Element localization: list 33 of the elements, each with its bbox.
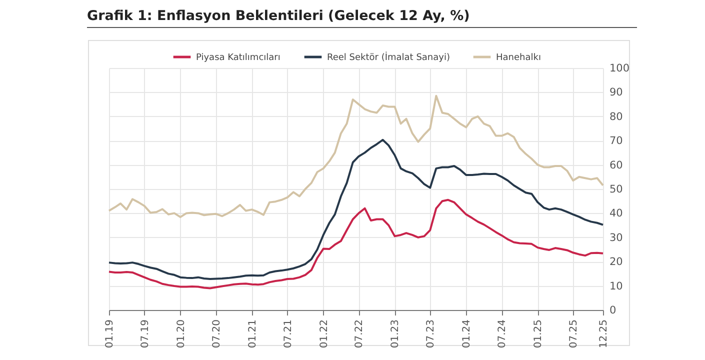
- legend-label: Piyasa Katılımcıları: [196, 53, 280, 63]
- x-tick-label: 01.21: [247, 320, 258, 348]
- x-tick-label: 01.25: [533, 320, 544, 348]
- line-series: [108, 198, 604, 290]
- y-tick-label: 0: [610, 304, 616, 316]
- x-tick-label: 07.20: [211, 320, 222, 348]
- y-tick-label: 70: [610, 135, 623, 148]
- line-series: [108, 138, 604, 280]
- x-tick-label: 07.21: [282, 320, 294, 348]
- x-tick-label: 12.25: [598, 320, 610, 348]
- y-tick-label: 60: [610, 159, 623, 172]
- line-series: [108, 94, 604, 218]
- x-tick-label: 01.23: [390, 320, 402, 348]
- x-tick-label: 01.24: [462, 320, 473, 348]
- x-tick-label: 01.19: [104, 320, 116, 348]
- x-tick-label: 01.20: [176, 320, 187, 348]
- y-tick-label: 100: [610, 62, 630, 74]
- y-tick-label: 10: [610, 280, 623, 292]
- y-tick-label: 40: [610, 208, 623, 220]
- x-tick-label: 07.23: [426, 320, 437, 348]
- x-tick-label: 07.19: [140, 320, 151, 348]
- y-tick-label: 30: [610, 232, 623, 244]
- x-tick-label: 07.24: [497, 320, 508, 348]
- chart-title: Grafik 1: Enflasyon Beklentileri (Gelecek 12 Ay, %): [87, 8, 637, 28]
- y-tick-label: 50: [610, 184, 623, 196]
- y-tick-label: 90: [610, 86, 623, 99]
- y-tick-label: 80: [610, 110, 623, 123]
- legend-label: Hanehalkı: [496, 53, 541, 63]
- x-tick-label: 07.25: [568, 320, 580, 348]
- y-tick-label: 20: [610, 256, 623, 268]
- legend-label: Reel Sektör (İmalat Sanayi): [327, 51, 450, 63]
- x-tick-label: 07.22: [354, 320, 366, 348]
- x-tick-label: 01.22: [318, 320, 330, 348]
